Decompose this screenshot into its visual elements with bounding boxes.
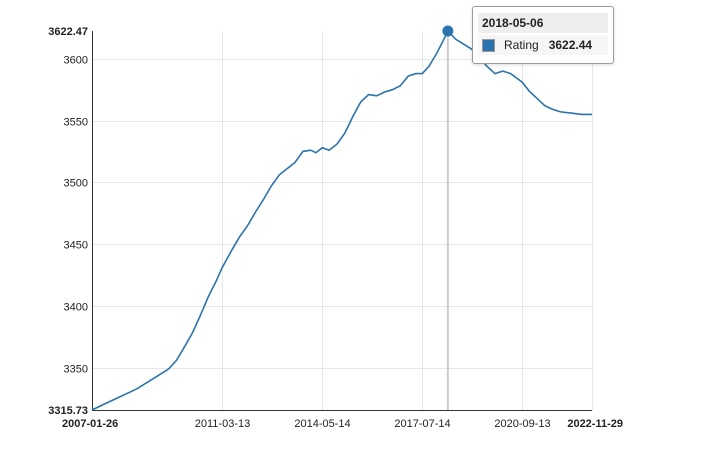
- label-layer: 3350 3400 3450 3500 3550 3600 2011-03-13 2014-0…: [48, 26, 623, 430]
- x-range-start-label: 2007-01-26: [62, 418, 118, 430]
- hover-point[interactable]: [442, 25, 454, 37]
- y-tick-label: 3400: [64, 302, 88, 314]
- x-tick-label: 2014-05-14: [294, 418, 350, 430]
- hover-layer[interactable]: [442, 25, 454, 410]
- grid-layer: [92, 31, 593, 410]
- axis-layer: [92, 31, 592, 411]
- y-tick-label: 3550: [64, 117, 88, 129]
- x-range-end-label: 2022-11-29: [567, 418, 623, 430]
- tooltip-value: 3622.44: [548, 38, 593, 52]
- x-tick-label: 2020-09-13: [494, 418, 550, 430]
- series-layer: [91, 29, 592, 411]
- tooltip-row: Rating 3622.44: [478, 35, 608, 55]
- tooltip: 2018-05-06 Rating 3622.44: [472, 6, 614, 64]
- y-tick-label: 3500: [64, 178, 88, 190]
- y-range-min-label: 3315.73: [48, 405, 88, 417]
- tooltip-date: 2018-05-06: [478, 13, 608, 33]
- series-line-rating: [91, 29, 592, 411]
- tooltip-series-label: Rating: [504, 38, 539, 52]
- x-tick-label: 2017-07-14: [394, 418, 450, 430]
- x-tick-label: 2011-03-13: [195, 418, 250, 430]
- series-swatch: [482, 38, 495, 52]
- y-range-max-label: 3622.47: [48, 26, 88, 38]
- y-tick-label: 3600: [64, 55, 88, 67]
- y-tick-label: 3350: [64, 364, 88, 376]
- y-tick-label: 3450: [64, 240, 88, 252]
